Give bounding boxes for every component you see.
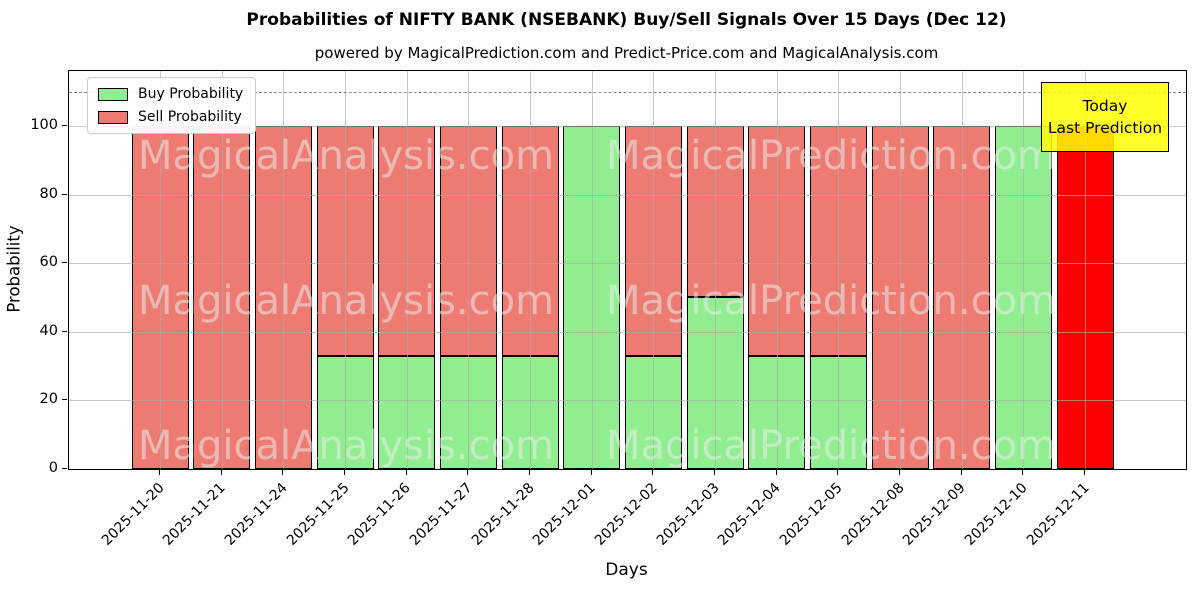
x-tick-mark-2025-11-24 [282, 470, 284, 475]
annotation-line-2: Last Prediction [1047, 119, 1163, 137]
x-tick-label-2025-11-27: 2025-11-27 [406, 480, 476, 549]
v-gridline-2025-12-11 [1085, 71, 1087, 469]
x-tick-label-2025-12-10: 2025-12-10 [961, 480, 1031, 549]
v-gridline-2025-12-09 [961, 71, 963, 469]
y-tick-label-40: 40 [39, 322, 58, 339]
v-gridline-2025-12-05 [838, 71, 840, 469]
x-tick-label-2025-11-24: 2025-11-24 [221, 480, 291, 549]
legend-label-buy: Buy Probability [138, 86, 244, 102]
x-tick-label-2025-12-05: 2025-12-05 [776, 480, 846, 549]
h-gridline-60 [69, 263, 1186, 265]
y-tick-mark-60 [62, 262, 67, 264]
x-tick-label-2025-12-04: 2025-12-04 [715, 480, 785, 549]
x-tick-mark-2025-12-08 [899, 470, 901, 475]
x-tick-mark-2025-12-10 [1022, 470, 1024, 475]
plot-area: Buy Probability Sell Probability Today L… [68, 70, 1187, 470]
legend: Buy Probability Sell Probability [87, 77, 257, 134]
x-tick-mark-2025-11-27 [467, 470, 469, 475]
v-gridline-2025-12-08 [900, 71, 902, 469]
x-tick-mark-2025-12-01 [590, 470, 592, 475]
y-tick-mark-0 [62, 468, 67, 469]
x-tick-label-2025-11-21: 2025-11-21 [160, 480, 229, 549]
v-gridline-2025-11-27 [468, 71, 470, 469]
x-tick-label-2025-12-09: 2025-12-09 [900, 480, 970, 549]
y-tick-mark-100 [62, 124, 67, 126]
x-tick-mark-2025-12-11 [1084, 470, 1086, 475]
h-gridline-40 [69, 331, 1186, 333]
v-gridline-2025-12-01 [591, 71, 593, 469]
x-tick-mark-2025-12-03 [714, 470, 716, 475]
legend-item-sell: Sell Probability [98, 109, 243, 125]
chart-subtitle: powered by MagicalPrediction.com and Pre… [314, 44, 939, 62]
y-tick-mark-40 [62, 330, 67, 332]
x-tick-mark-2025-12-05 [837, 470, 839, 475]
x-tick-label-2025-11-20: 2025-11-20 [98, 480, 168, 549]
v-gridline-2025-12-10 [1023, 71, 1025, 469]
v-gridline-2025-12-02 [653, 71, 655, 469]
x-tick-mark-2025-11-26 [405, 470, 407, 475]
x-tick-label-2025-12-08: 2025-12-08 [838, 480, 908, 549]
y-tick-label-0: 0 [48, 460, 58, 476]
legend-item-buy: Buy Probability [98, 86, 243, 102]
legend-label-sell: Sell Probability [138, 109, 242, 125]
x-tick-label-2025-12-03: 2025-12-03 [653, 480, 723, 549]
x-tick-label-2025-12-11: 2025-12-11 [1023, 480, 1093, 549]
x-tick-label-2025-12-01: 2025-12-01 [530, 480, 600, 549]
v-gridline-2025-11-25 [345, 71, 346, 469]
v-gridline-2025-11-21 [221, 71, 223, 469]
y-tick-mark-20 [62, 399, 67, 401]
buy-swatch-icon [98, 87, 128, 101]
y-tick-label-60: 60 [39, 254, 58, 271]
y-tick-label-80: 80 [39, 185, 58, 202]
v-gridline-2025-11-20 [160, 71, 161, 469]
dashed-threshold-line [69, 91, 1186, 93]
x-tick-mark-2025-11-25 [344, 470, 345, 475]
h-gridline-100 [69, 125, 1186, 127]
x-tick-mark-2025-12-09 [960, 470, 962, 475]
v-gridline-2025-11-24 [283, 71, 285, 469]
sell-swatch-icon [98, 110, 128, 124]
x-tick-mark-2025-12-04 [775, 470, 777, 475]
v-gridline-2025-11-28 [530, 71, 532, 469]
today-annotation-box: Today Last Prediction [1041, 82, 1169, 152]
v-gridline-2025-12-04 [776, 71, 778, 469]
chart-title: Probabilities of NIFTY BANK (NSEBANK) Bu… [246, 10, 1007, 30]
annotation-line-1: Today [1082, 97, 1128, 115]
x-tick-mark-2025-11-20 [159, 470, 160, 475]
x-tick-mark-2025-11-21 [220, 470, 222, 475]
x-tick-mark-2025-12-02 [652, 470, 654, 475]
x-tick-label-2025-11-28: 2025-11-28 [468, 480, 538, 549]
x-tick-label-2025-12-02: 2025-12-02 [591, 480, 661, 549]
h-gridline-20 [69, 400, 1186, 402]
y-tick-label-100: 100 [30, 116, 58, 133]
h-gridline-80 [69, 194, 1186, 196]
v-gridline-2025-11-26 [406, 71, 408, 469]
x-tick-label-2025-11-26: 2025-11-26 [345, 480, 414, 549]
x-axis-label: Days [605, 560, 648, 580]
y-axis-label: Probability [4, 225, 24, 313]
y-tick-mark-80 [62, 193, 67, 195]
x-tick-label-2025-11-25: 2025-11-25 [283, 480, 353, 549]
x-tick-mark-2025-11-28 [529, 470, 531, 475]
v-gridline-2025-12-03 [715, 71, 717, 469]
y-tick-label-20: 20 [39, 391, 58, 408]
